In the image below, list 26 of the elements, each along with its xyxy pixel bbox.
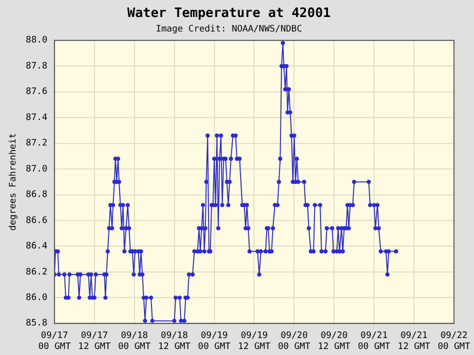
x-tick-label: 09/20 12 GMT <box>318 331 351 352</box>
chart-title: Water Temperature at 42001 <box>127 6 331 22</box>
y-tick-label: 87.8 <box>26 61 48 72</box>
x-tick-label: 09/21 00 GMT <box>358 331 391 352</box>
x-tick-label: 09/20 00 GMT <box>278 331 312 352</box>
x-tick-label: 09/17 12 GMT <box>78 331 112 352</box>
y-tick-label: 88.0 <box>26 36 48 46</box>
x-tick-label: 09/17 00 GMT <box>38 331 72 352</box>
y-tick-label: 86.4 <box>26 242 48 252</box>
y-tick-label: 87.4 <box>26 112 48 123</box>
y-tick-label: 87.0 <box>26 164 48 174</box>
x-tick-label: 09/19 12 GMT <box>238 331 272 352</box>
chart-subtitle: Image Credit: NOAA/NWS/NDBC <box>156 24 302 34</box>
x-tick-label: 09/18 00 GMT <box>118 331 152 352</box>
x-tick-label: 09/19 00 GMT <box>198 331 232 352</box>
y-tick-label: 86.8 <box>26 190 48 200</box>
x-tick-label: 09/22 00 GMT <box>438 331 471 352</box>
y-tick-label: 86.2 <box>26 267 48 278</box>
x-tick-label: 09/18 12 GMT <box>158 331 192 352</box>
y-tick-label: 87.6 <box>26 87 48 98</box>
y-tick-label: 85.8 <box>26 318 48 329</box>
y-tick-label: 87.2 <box>26 138 48 149</box>
y-tick-label: 86.6 <box>26 216 48 226</box>
y-axis-title: degrees Fahrenheit <box>8 133 19 231</box>
y-tick-label: 86.0 <box>26 293 48 304</box>
x-tick-label: 09/21 12 GMT <box>398 331 431 352</box>
